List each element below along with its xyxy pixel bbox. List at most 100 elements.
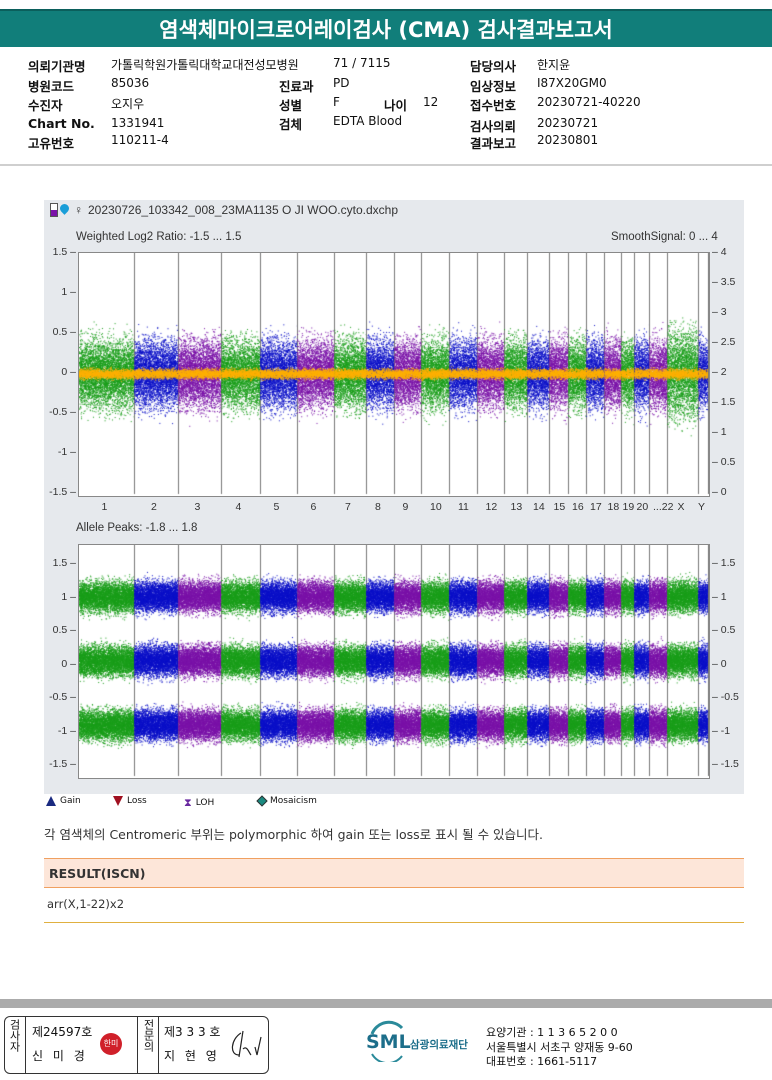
org-address: 서울특별시 서초구 양재동 9-60 [486, 1041, 633, 1054]
legend-gain: Gain [46, 796, 81, 806]
chromosome-label: X [677, 501, 685, 513]
legend-mosaicism: Mosaicism [256, 795, 317, 807]
seal-text: 한미 [103, 1039, 119, 1048]
chromosome-label: 9 [402, 501, 409, 513]
bottom-left-tick: -1 – [57, 724, 76, 737]
doctor-name: 지 현 영 [164, 1049, 220, 1063]
chromosome-label: 2 [151, 501, 157, 513]
doctor-role: 전문의 [142, 1019, 155, 1052]
doctor-signature [231, 1030, 262, 1058]
bottom-right-tick: – -0.5 [712, 691, 739, 703]
receipt-no-value: 20230721-40220 [537, 95, 641, 109]
chart-no-label: Chart No. [28, 116, 95, 131]
institution-label: 의뢰기관명 [28, 59, 86, 74]
report-date-value: 20230801 [537, 133, 599, 147]
top-right-tick: – 3.5 [712, 276, 736, 288]
top-plot-right-title: SmoothSignal: 0 ... 4 [611, 231, 718, 243]
bottom-right-tick: – -1 [712, 724, 731, 737]
age-label: 나이 [384, 98, 408, 113]
triangle-down-icon [113, 796, 123, 806]
chromosome-label: 19 [622, 501, 635, 513]
top-left-tick: -0.5 – [49, 406, 76, 418]
bottom-right-tick: – 1.5 [712, 557, 736, 569]
chromosome-label: 16 [572, 501, 584, 513]
top-right-tick: – 0.5 [712, 456, 736, 468]
org-name: 삼광의료재단 [410, 1039, 468, 1051]
top-left-tick: 1 – [61, 286, 76, 298]
org-logo-text: SML [366, 1031, 411, 1053]
result-value: arr(X,1-22)x2 [44, 888, 744, 923]
clinical-info-value: I87X20GM0 [537, 76, 607, 90]
plot-filename: 20230726_103342_008_23MA1135 O JI WOO.cy… [88, 203, 398, 217]
chromosome-label: 12 [485, 501, 498, 513]
loh-icon: ⧗ [184, 796, 192, 809]
chromosome-label: 13 [510, 501, 523, 513]
legend-label: Mosaicism [270, 796, 317, 806]
department-value: PD [333, 76, 350, 90]
sex-symbol: ♀ [74, 203, 83, 217]
sex-label: 성별 [279, 98, 303, 113]
unique-no-label: 고유번호 [28, 136, 75, 151]
chromosome-label: 4 [235, 501, 242, 513]
bottom-left-tick: 0 – [61, 657, 76, 670]
department-label: 진료과 [279, 79, 314, 94]
chromosome-label: 20 [636, 501, 649, 513]
chromosome-label: 8 [375, 501, 381, 513]
chromosome-label: 18 [607, 501, 620, 513]
institution-value: 가톨릭학원가톨릭대학교대전성모병원 [111, 58, 299, 72]
patient-label: 수진자 [28, 98, 63, 113]
top-left-tick: 1.5 – [52, 246, 76, 258]
tech-role: 검사자 [8, 1019, 21, 1052]
report-date-label: 결과보고 [470, 136, 517, 151]
allele-peaks-scatter [78, 544, 710, 779]
top-right-tick: – 2 [712, 366, 727, 378]
bottom-left-tick: -1.5 – [49, 758, 76, 770]
bottom-plot-title: Allele Peaks: -1.8 ... 1.8 [76, 522, 198, 534]
doctor-license-no: 제3 3 3 호 [164, 1025, 221, 1039]
top-left-tick: -1.5 – [49, 486, 76, 498]
footer-divider [0, 999, 772, 1008]
chromosome-label: 14 [533, 501, 545, 513]
chromosome-label: 1 [101, 501, 108, 513]
top-right-tick: – 0 [712, 486, 727, 498]
patient-value: 오지우 [111, 97, 145, 111]
top-left-tick: 0.5 – [52, 326, 76, 338]
institution-extra: 71 / 7115 [333, 56, 391, 70]
doctor-label: 담당의사 [470, 59, 517, 74]
chromosome-label: 15 [553, 501, 566, 513]
top-right-tick: – 2.5 [712, 336, 736, 348]
unique-no-value: 110211-4 [111, 133, 169, 147]
chromosome-label: 5 [273, 501, 280, 513]
chromosome-label: 6 [310, 501, 317, 513]
chromosome-label: 10 [430, 501, 442, 513]
hospital-code-value: 85036 [111, 76, 150, 90]
hospital-code-label: 병원코드 [28, 79, 75, 94]
tech-license-no: 제24597호 [32, 1025, 93, 1039]
chromosome-label: Y [698, 501, 706, 513]
specimen-value: EDTA Blood [333, 114, 403, 128]
org-phone: 대표번호 : 1661-5117 [486, 1055, 598, 1068]
centromere-note: 각 염색체의 Centromeric 부위는 polymorphic 하여 ga… [44, 827, 544, 842]
specimen-label: 검체 [279, 117, 303, 132]
chromosome-label: 11 [458, 501, 469, 513]
top-right-tick: – 4 [712, 246, 727, 258]
bottom-left-tick: -0.5 – [49, 691, 76, 703]
top-right-tick: – 1 [712, 426, 727, 438]
top-right-tick: – 1.5 [712, 396, 736, 408]
chromosome-label: 3 [194, 501, 201, 513]
sml-logo-icon [370, 1020, 404, 1062]
chromosome-label: 7 [345, 501, 351, 513]
top-left-tick: -1 – [57, 446, 76, 458]
age-value: 12 [423, 95, 439, 109]
receipt-no-label: 접수번호 [470, 98, 517, 113]
result-heading: RESULT(ISCN) [44, 858, 744, 888]
tech-name: 신 미 경 [32, 1049, 88, 1063]
chromosome-label: 17 [590, 501, 602, 513]
chromosome-label: ...22 [653, 501, 674, 513]
request-date-value: 20230721 [537, 116, 599, 130]
legend-loh: ⧗ LOH [184, 796, 214, 810]
diamond-icon [256, 795, 268, 807]
legend-label: Loss [127, 796, 147, 806]
triangle-up-icon [46, 796, 56, 806]
bottom-left-tick: 1 – [61, 590, 76, 603]
